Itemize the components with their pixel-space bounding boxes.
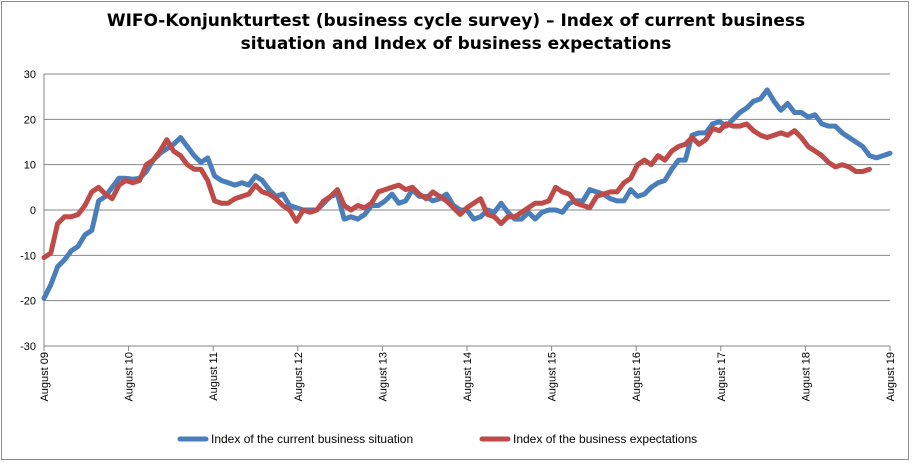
x-tick-label: August 14 xyxy=(462,352,474,402)
series-lines xyxy=(41,87,893,301)
x-tick-label: August 11 xyxy=(208,352,220,401)
chart-title: WIFO-Konjunkturtest (business cycle surv… xyxy=(0,10,912,56)
y-tick-label: 0 xyxy=(30,205,36,217)
legend: Index of the current business situation I… xyxy=(177,432,697,446)
y-tick-label: 30 xyxy=(24,69,36,81)
y-tick-label: 10 xyxy=(24,160,36,172)
x-tick-label: August 10 xyxy=(124,352,136,402)
y-tick-label: 20 xyxy=(24,114,36,126)
x-tick-label: August 13 xyxy=(377,352,389,402)
x-tick-label: August 18 xyxy=(800,352,812,402)
legend-label-2: Index of the business expectations xyxy=(513,432,697,446)
legend-label-1: Index of the current business situation xyxy=(211,432,413,446)
x-tick-label: August 15 xyxy=(547,352,559,402)
chart-title-line2: situation and Index of business expectat… xyxy=(240,34,672,54)
y-tick-label: -30 xyxy=(20,341,36,353)
x-tick-label: August 19 xyxy=(885,352,897,402)
y-tick-label: -10 xyxy=(20,250,36,262)
x-tick-label: August 16 xyxy=(631,352,643,402)
y-tick-labels: 30 20 10 0 -10 -20 -30 xyxy=(20,69,36,353)
chart-title-line1: WIFO-Konjunkturtest (business cycle surv… xyxy=(106,11,806,31)
series-line-1 xyxy=(41,87,893,301)
x-tick-label: August 09 xyxy=(39,352,51,402)
x-tick-labels: August 09 August 10 August 11 August 12 Augu… xyxy=(39,352,897,402)
y-tick-label: -20 xyxy=(20,296,36,308)
x-tick-label: August 12 xyxy=(293,352,305,402)
series-line-2 xyxy=(41,121,872,261)
x-tick-label: August 17 xyxy=(716,352,728,402)
